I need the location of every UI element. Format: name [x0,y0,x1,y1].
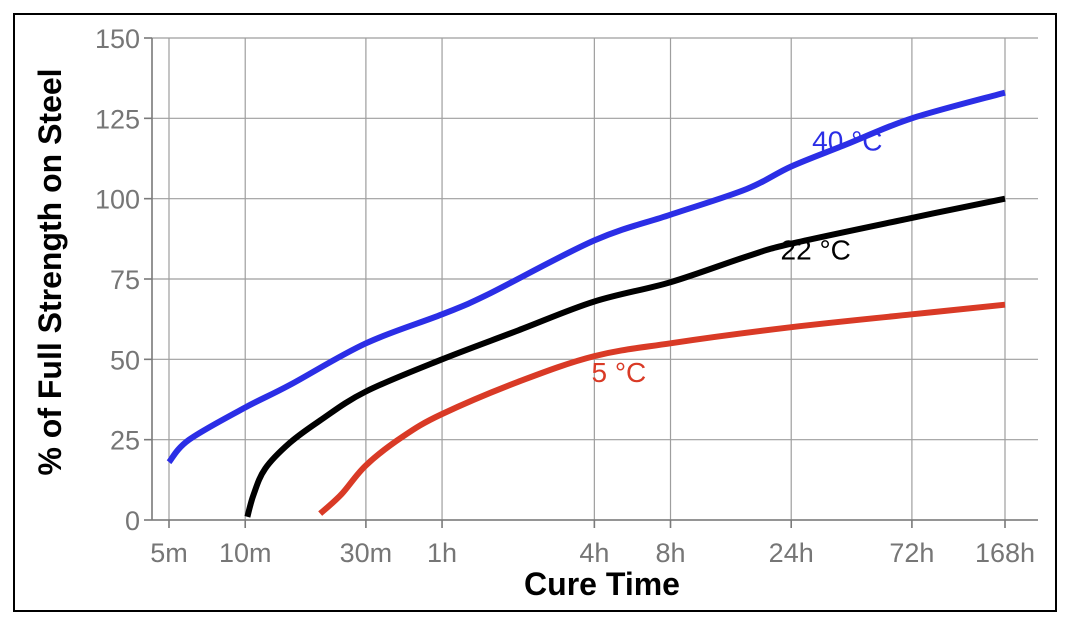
y-tick-label: 150 [95,24,140,54]
series-layer [166,89,1006,518]
y-tick-label: 125 [95,104,140,134]
series-line-5cc [318,301,1006,516]
axes: 5m 10m 30m 1h 4h 8h 24h 72h 168h 0 25 50 75 100 125 150 [95,24,1038,568]
series-label-22cc: 22 °C [781,235,851,266]
x-tick-label: 168h [975,538,1035,568]
x-tick-label: 8h [655,538,685,568]
x-tick-label: 72h [889,538,934,568]
x-tick-label: 5m [150,538,188,568]
x-tick-label: 30m [340,538,393,568]
y-axis-title: % of Full Strength on Steel [32,68,68,475]
chart-frame [13,13,1057,612]
x-tick-label: 10m [219,538,272,568]
y-tick-label: 25 [110,426,140,456]
x-tick-label: 24h [769,538,814,568]
y-tick-label: 100 [95,185,140,215]
x-tick-label: 1h [427,538,457,568]
series-line-22cc [244,195,1006,518]
y-tick-label: 75 [110,265,140,295]
labels-layer: 40 °C 22 °C 5 °C [591,125,882,387]
series-label-40cc: 40 °C [812,125,882,156]
y-tick-label: 0 [125,506,140,536]
series-line-40cc [166,89,1006,465]
y-tick-label: 50 [110,345,140,375]
series-label-5cc: 5 °C [591,357,646,388]
x-tick-label: 4h [579,538,609,568]
x-axis-title: Cure Time [524,566,680,602]
